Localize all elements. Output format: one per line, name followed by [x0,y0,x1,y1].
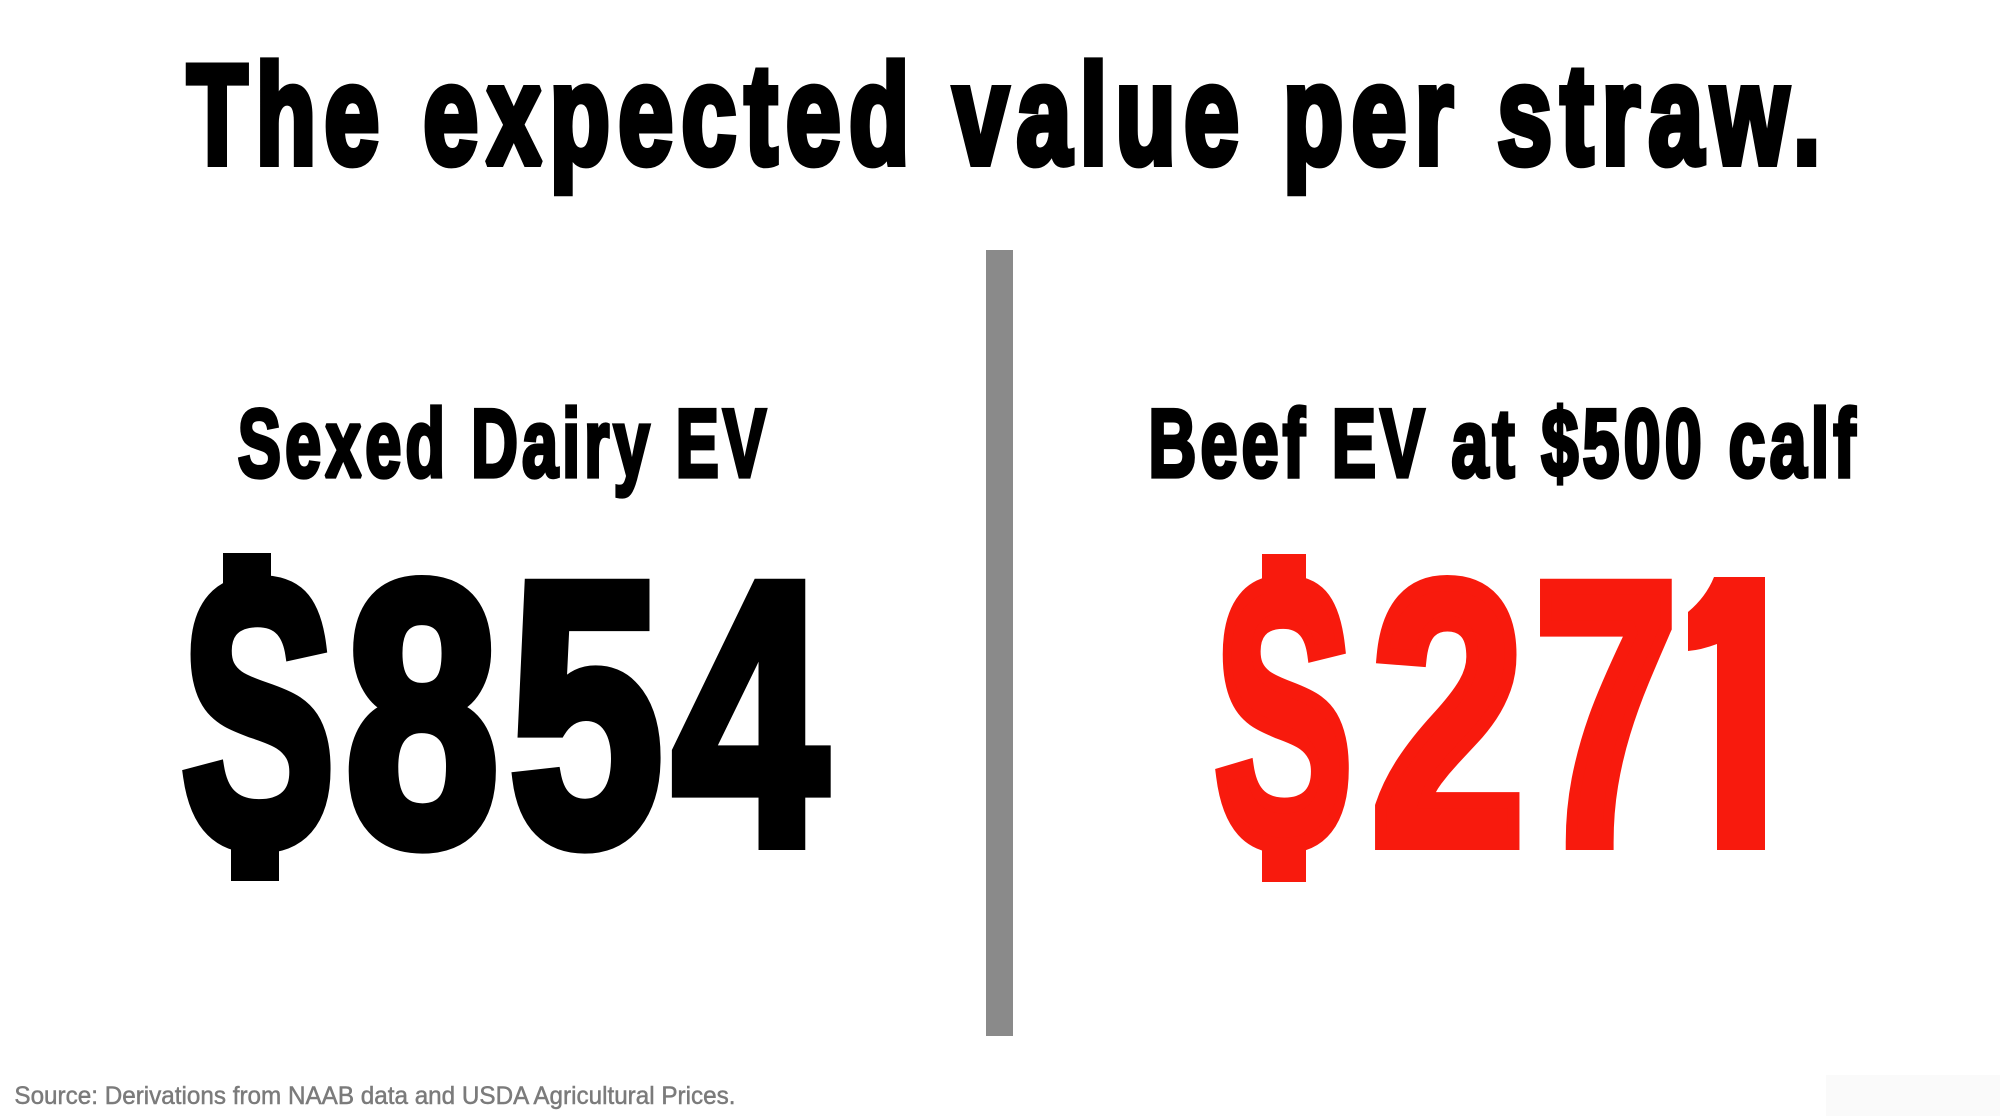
svg-text:2: 2 [1371,507,1524,922]
svg-text:854: 854 [345,504,837,922]
svg-text:Sexed Dairy EV: Sexed Dairy EV [238,391,770,498]
svg-text:7: 7 [1535,506,1678,921]
svg-text:The expected value per straw.: The expected value per straw. [187,36,1829,194]
svg-text:Beef EV at $500 calf: Beef EV at $500 calf [1148,389,1859,497]
svg-text:Source: Derivations from NAAB: Source: Derivations from NAAB data and U… [14,1083,735,1111]
